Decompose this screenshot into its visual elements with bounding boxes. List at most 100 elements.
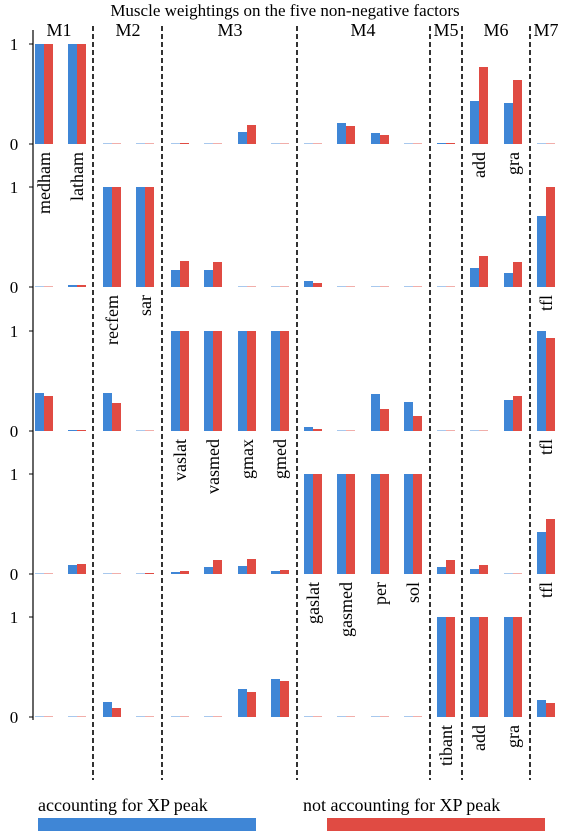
bar-factor-1-medham-not-accounting	[44, 44, 53, 144]
bar-factor-4-gra-accounting	[504, 573, 513, 574]
y-tick-label: 1	[10, 465, 19, 484]
muscle-label-gra: gra	[503, 152, 523, 175]
bar-factor-5-add-not-accounting	[479, 617, 488, 717]
bar-factor-3-per-accounting	[371, 394, 380, 431]
bar-factor-2-gaslat-accounting	[304, 281, 313, 287]
bar-factor-4-gasmed-not-accounting	[346, 474, 355, 574]
legend-label-accounting: accounting for XP peak	[38, 795, 208, 815]
bar-factor-5-sar-not-accounting	[145, 716, 154, 717]
bar-factor-1-latham-accounting	[68, 44, 77, 144]
bar-factor-1-gaslat-accounting	[304, 143, 313, 144]
muscle-label-vaslat: vaslat	[170, 439, 190, 481]
y-tick-label: 0	[10, 135, 19, 154]
bar-factor-1-recfem-accounting	[103, 143, 112, 144]
bar-factor-3-latham-not-accounting	[77, 430, 86, 431]
bar-factor-3-gra-accounting	[504, 400, 513, 431]
bar-factor-2-medham-not-accounting	[44, 286, 53, 287]
bar-factor-5-sol-not-accounting	[413, 716, 422, 717]
legend-label-not-accounting: not accounting for XP peak	[303, 795, 501, 815]
bar-factor-4-per-not-accounting	[380, 474, 389, 574]
muscle-label-vasmed: vasmed	[203, 439, 223, 494]
bar-factor-5-sol-accounting	[404, 716, 413, 717]
bar-factor-1-tibant-accounting	[437, 143, 446, 144]
bar-factor-4-latham-accounting	[68, 565, 77, 574]
bar-factor-2-gmax-accounting	[238, 286, 247, 287]
bar-factor-1-vasmed-accounting	[204, 143, 213, 144]
y-tick-label: 1	[10, 608, 19, 627]
bar-factor-5-gasmed-not-accounting	[346, 716, 355, 717]
bar-factor-3-tfl-accounting	[537, 331, 546, 431]
muscle-label-tfl: tfl	[536, 439, 556, 455]
bar-factor-2-add-accounting	[470, 268, 479, 287]
bar-factor-5-gasmed-accounting	[337, 716, 346, 717]
muscle-label-medham: medham	[34, 152, 54, 214]
group-label-m4: M4	[350, 20, 375, 40]
bar-factor-5-tfl-accounting	[537, 700, 546, 717]
bar-factor-4-gaslat-not-accounting	[313, 474, 322, 574]
bar-factor-2-vasmed-not-accounting	[213, 262, 222, 287]
bar-factor-3-tibant-accounting	[437, 430, 446, 431]
bar-factor-4-tfl-accounting	[537, 532, 546, 574]
bar-factor-2-per-accounting	[371, 286, 380, 287]
bar-factor-1-gmed-accounting	[271, 143, 280, 144]
bar-factor-3-medham-not-accounting	[44, 396, 53, 431]
bar-factor-5-recfem-accounting	[103, 702, 112, 717]
bar-factor-5-add-accounting	[470, 617, 479, 717]
bar-factor-2-tfl-not-accounting	[546, 187, 555, 287]
bar-factor-4-add-accounting	[470, 569, 479, 574]
bar-factor-5-gmed-accounting	[271, 679, 280, 717]
bar-factor-1-gasmed-not-accounting	[346, 126, 355, 144]
bar-factor-3-tibant-not-accounting	[446, 430, 455, 431]
muscle-label-add: add	[469, 152, 489, 178]
bar-factor-4-vaslat-not-accounting	[180, 571, 189, 574]
bar-factor-3-gaslat-accounting	[304, 427, 313, 431]
bar-factor-5-per-accounting	[371, 716, 380, 717]
muscle-label-gmed: gmed	[270, 439, 290, 479]
muscle-label-recfem: recfem	[102, 295, 122, 345]
bar-factor-1-gra-accounting	[504, 103, 513, 144]
bar-factor-4-sol-accounting	[404, 474, 413, 574]
bar-factor-4-tibant-not-accounting	[446, 560, 455, 574]
y-tick-label: 1	[10, 178, 19, 197]
bar-factor-4-gmax-not-accounting	[247, 559, 256, 574]
bar-factor-5-tibant-not-accounting	[446, 617, 455, 717]
bar-factor-1-vasmed-not-accounting	[213, 143, 222, 144]
bar-factor-4-tfl-not-accounting	[546, 519, 555, 574]
bar-factor-2-gaslat-not-accounting	[313, 283, 322, 287]
bar-factor-2-per-not-accounting	[380, 286, 389, 287]
bar-factor-5-per-not-accounting	[380, 716, 389, 717]
bar-factor-5-gmax-not-accounting	[247, 692, 256, 717]
muscle-label-sar: sar	[135, 295, 155, 316]
bar-factor-1-medham-accounting	[35, 44, 44, 144]
bar-factor-3-gmed-not-accounting	[280, 331, 289, 431]
bar-factor-2-sol-accounting	[404, 286, 413, 287]
group-label-m3: M3	[217, 20, 242, 40]
muscle-label-gra: gra	[503, 725, 523, 748]
bar-factor-3-add-accounting	[470, 430, 479, 431]
bar-factor-3-sol-not-accounting	[413, 416, 422, 431]
bar-factor-1-tfl-not-accounting	[546, 143, 555, 144]
bar-factor-4-recfem-not-accounting	[112, 573, 121, 574]
bar-factor-2-gmax-not-accounting	[247, 286, 256, 287]
muscle-label-latham: latham	[67, 152, 87, 201]
bar-factor-2-latham-not-accounting	[77, 285, 86, 287]
y-tick-label: 0	[10, 422, 19, 441]
bar-factor-4-medham-not-accounting	[44, 573, 53, 574]
bar-factor-4-add-not-accounting	[479, 565, 488, 574]
bar-factor-5-gmax-accounting	[238, 689, 247, 717]
bar-factor-1-gmax-not-accounting	[247, 125, 256, 144]
bar-factor-2-tibant-not-accounting	[446, 286, 455, 287]
bar-factor-5-gra-not-accounting	[513, 617, 522, 717]
bar-factor-3-sar-not-accounting	[145, 430, 154, 431]
bar-factor-3-sar-accounting	[136, 430, 145, 431]
bar-factor-2-gmed-not-accounting	[280, 286, 289, 287]
bar-factor-1-gasmed-accounting	[337, 123, 346, 144]
bar-factor-2-gmed-accounting	[271, 286, 280, 287]
bar-factor-1-tibant-not-accounting	[446, 143, 455, 144]
bar-factor-5-tibant-accounting	[437, 617, 446, 717]
bar-factor-4-gra-not-accounting	[513, 573, 522, 574]
bar-factor-1-gmed-not-accounting	[280, 143, 289, 144]
bar-factor-3-recfem-not-accounting	[112, 403, 121, 431]
bar-factor-3-gmed-accounting	[271, 331, 280, 431]
bar-factor-2-add-not-accounting	[479, 256, 488, 287]
